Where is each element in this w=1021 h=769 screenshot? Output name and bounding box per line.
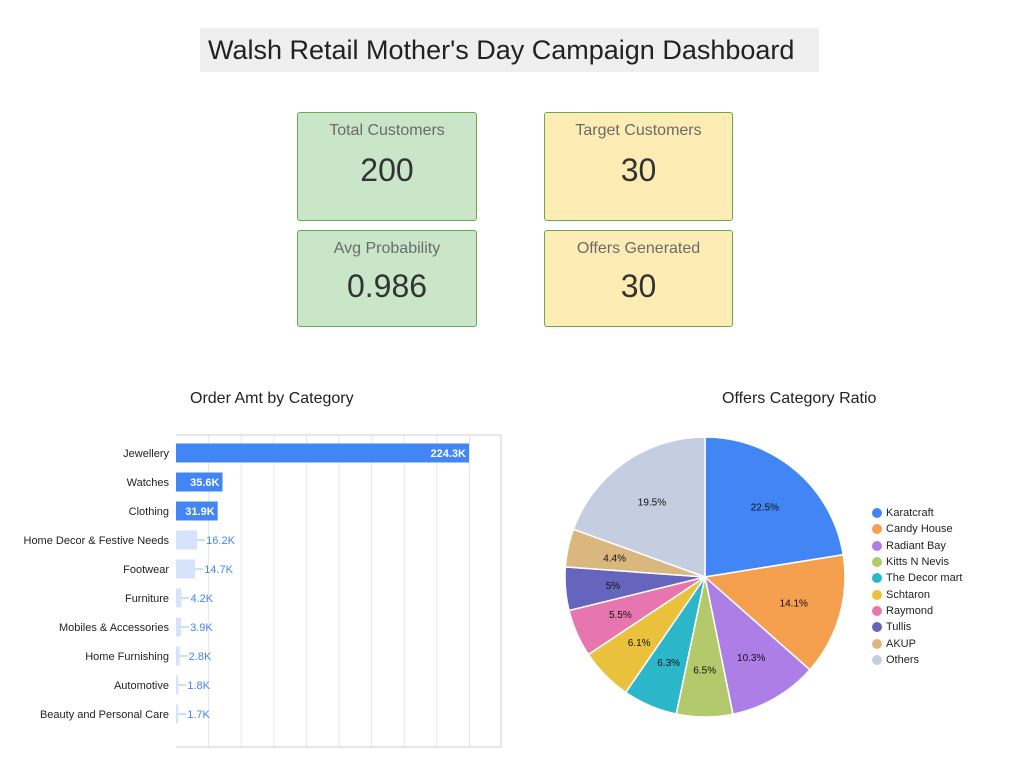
kpi-card-total-customers: Total Customers 200 — [297, 112, 477, 221]
slice-data-label: 10.3% — [737, 653, 765, 664]
bar[interactable] — [176, 675, 179, 695]
bar-data-label: 31.9K — [185, 506, 214, 518]
pie-chart-title: Offers Category Ratio — [722, 390, 877, 407]
legend-label: Candy House — [886, 523, 953, 536]
bar-data-label: 35.6K — [190, 477, 219, 489]
legend-label: Others — [886, 653, 920, 666]
legend-item[interactable]: Raymond — [872, 603, 962, 619]
kpi-card-target-customers: Target Customers 30 — [544, 112, 733, 221]
category-tick-label: Mobiles & Accessories — [59, 622, 170, 634]
kpi-value: 30 — [620, 268, 657, 304]
category-tick-label: Automotive — [114, 680, 169, 692]
kpi-card-offers-generated: Offers Generated 30 — [544, 230, 733, 327]
order-amt-bar-chart: Jewellery 224.3K Watches 35.6K Clothing 31.9K… — [24, 434, 502, 748]
pie-slice[interactable] — [703, 574, 811, 716]
slice-data-label: 4.4% — [603, 554, 626, 565]
bar[interactable] — [176, 472, 223, 492]
legend-swatch — [872, 605, 882, 616]
legend-label: Karatcraft — [886, 507, 934, 520]
pie-slice[interactable] — [704, 436, 845, 578]
slice-data-label: 6.3% — [657, 658, 680, 669]
legend-label: The Decor mart — [886, 572, 963, 585]
legend-item[interactable]: AKUP — [872, 635, 962, 651]
kpi-value: 0.986 — [346, 268, 428, 304]
category-tick-label: Beauty and Personal Care — [40, 709, 169, 721]
category-tick-label: Home Furnishing — [85, 651, 169, 663]
kpi-value: 200 — [360, 152, 414, 188]
pie-slice[interactable] — [703, 553, 846, 671]
legend-item[interactable]: Candy House — [872, 521, 962, 537]
legend-label: Raymond — [886, 604, 934, 617]
bar[interactable] — [176, 617, 182, 637]
legend-swatch — [872, 508, 882, 519]
legend-swatch — [872, 540, 882, 551]
kpi-label: Avg Probability — [333, 240, 441, 257]
kpi-label: Offers Generated — [576, 240, 701, 257]
category-tick-label: Jewellery — [123, 448, 169, 460]
slice-data-label: 22.5% — [751, 503, 779, 514]
bar[interactable] — [176, 704, 179, 724]
category-tick-label: Clothing — [129, 506, 169, 518]
pie-legend: Karatcraft Candy House Radiant Bay Kitts N … — [872, 505, 962, 668]
category-tick-label: Furniture — [125, 593, 169, 605]
legend-item[interactable]: Karatcraft — [872, 505, 962, 521]
slice-data-label: 14.1% — [780, 599, 808, 610]
bar-data-label: 224.3K — [431, 448, 467, 460]
bar[interactable] — [176, 530, 198, 550]
legend-item[interactable]: Others — [872, 652, 962, 668]
slice-data-label: 5.5% — [609, 610, 632, 621]
legend-swatch — [872, 557, 882, 568]
legend-swatch — [872, 589, 882, 600]
category-tick-label: Watches — [127, 477, 170, 489]
bar-data-label: 2.8K — [189, 651, 212, 663]
legend-swatch — [872, 622, 882, 633]
bar[interactable] — [176, 443, 469, 463]
bar-data-label: 4.2K — [190, 593, 213, 605]
bar-data-label: 1.8K — [187, 680, 210, 692]
legend-item[interactable]: Kitts N Nevis — [872, 554, 962, 570]
pie-slice[interactable] — [572, 436, 706, 579]
bar[interactable] — [176, 646, 180, 666]
legend-item[interactable]: Schtaron — [872, 586, 962, 602]
dashboard-title: Walsh Retail Mother's Day Campaign Dashb… — [208, 34, 795, 65]
legend-label: Radiant Bay — [886, 539, 946, 552]
kpi-label: Target Customers — [575, 122, 702, 139]
legend-swatch — [872, 638, 882, 649]
legend-label: Schtaron — [886, 588, 931, 601]
dashboard-title-bar: Walsh Retail Mother's Day Campaign Dashb… — [200, 28, 819, 72]
slice-data-label: 5% — [606, 581, 621, 592]
bar-data-label: 14.7K — [204, 564, 233, 576]
kpi-label: Total Customers — [329, 122, 445, 139]
legend-item[interactable]: Radiant Bay — [872, 538, 962, 554]
legend-label: Tullis — [886, 621, 912, 634]
bar[interactable] — [176, 588, 182, 608]
kpi-card-avg-probability: Avg Probability 0.986 — [297, 230, 477, 327]
category-tick-label: Home Decor & Festive Needs — [24, 535, 170, 547]
offers-pie-chart: 22.5% 14.1% 10.3% 6.5% 6.3% 6.1% 5.5% 5% 4.4% 19.… — [564, 436, 846, 718]
bar-data-label: 3.9K — [190, 622, 213, 634]
bar[interactable] — [176, 501, 218, 521]
bar[interactable] — [176, 559, 196, 579]
legend-label: AKUP — [886, 637, 916, 650]
legend-item[interactable]: The Decor mart — [872, 570, 962, 586]
bar-data-label: 16.2K — [206, 535, 235, 547]
legend-item[interactable]: Tullis — [872, 619, 962, 635]
kpi-value: 30 — [620, 152, 657, 188]
legend-swatch — [872, 573, 882, 584]
slice-data-label: 19.5% — [638, 497, 666, 508]
slice-data-label: 6.1% — [628, 638, 651, 649]
bar-chart-title: Order Amt by Category — [190, 390, 354, 407]
bar-data-label: 1.7K — [187, 709, 210, 721]
legend-swatch — [872, 524, 882, 535]
slice-data-label: 6.5% — [693, 665, 716, 676]
legend-swatch — [872, 654, 882, 665]
legend-label: Kitts N Nevis — [886, 556, 949, 569]
category-tick-label: Footwear — [123, 564, 169, 576]
